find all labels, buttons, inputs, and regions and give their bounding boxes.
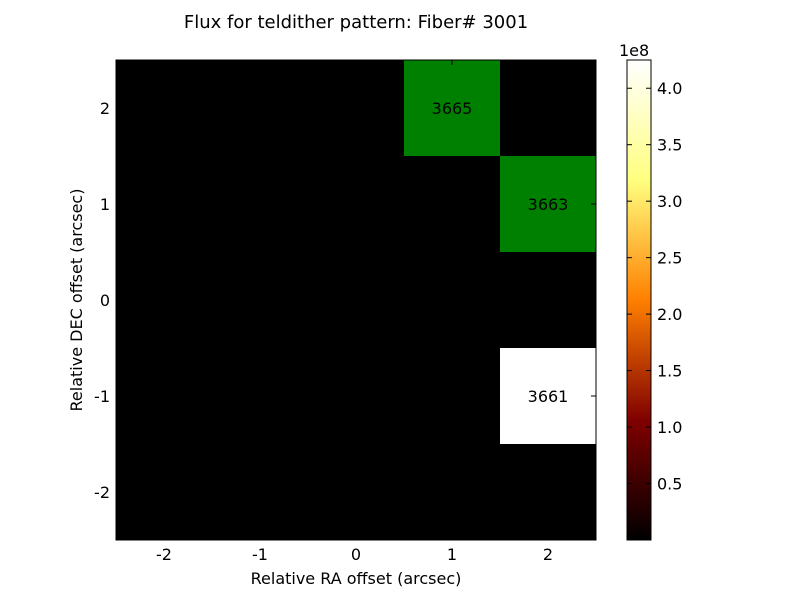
x-tick-label: 1 [447,545,457,564]
heatmap-cell [500,156,596,252]
y-axis-label: Relative DEC offset (arcsec) [67,189,86,412]
colorbar-multiplier: 1e8 [619,41,649,60]
y-axis-ticks: 2 1 0 -1 -2 [94,99,596,502]
y-tick-label: 1 [100,195,110,214]
colorbar-tick-label: 4.0 [657,79,682,98]
y-tick-label: 2 [100,99,110,118]
x-tick-label: 2 [543,545,553,564]
plot-background [116,60,596,540]
colorbar-tick-label: 1.5 [657,362,682,381]
x-tick-label: -2 [156,545,172,564]
x-tick-label: 0 [351,545,361,564]
colorbar-tick-label: 3.5 [657,136,682,155]
chart-title: Flux for teldither pattern: Fiber# 3001 [184,12,528,33]
x-axis-label: Relative RA offset (arcsec) [251,569,462,588]
x-axis-ticks: -2 -1 0 1 2 [156,60,553,564]
colorbar-tick-label: 2.0 [657,305,682,324]
colorbar-ticks: 0.5 1.0 1.5 2.0 2.5 3.0 3.5 4.0 [627,79,682,494]
y-tick-label: -1 [94,387,110,406]
x-tick-label: -1 [252,545,268,564]
y-tick-label: 0 [100,291,110,310]
colorbar-tick-label: 0.5 [657,475,682,494]
colorbar-tick-label: 2.5 [657,249,682,268]
colorbar-tick-label: 3.0 [657,192,682,211]
heatmap-cells: 3665 3663 3661 [404,60,596,444]
cell-label: 3665 [432,99,473,118]
colorbar [626,59,652,541]
y-tick-label: -2 [94,483,110,502]
cell-label: 3663 [528,195,569,214]
heatmap-cell [500,348,596,444]
cell-label: 3661 [528,387,569,406]
colorbar-tick-label: 1.0 [657,418,682,437]
heatmap-cell [404,60,500,156]
